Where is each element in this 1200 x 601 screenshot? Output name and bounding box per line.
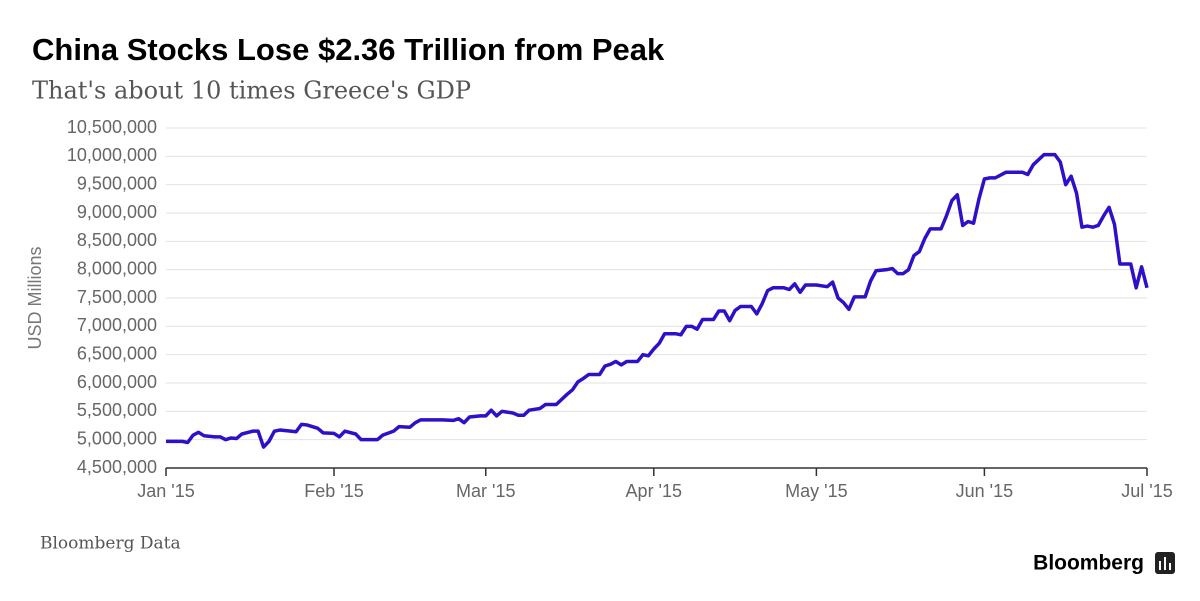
x-tick-label: Jun '15 [956, 481, 1013, 501]
y-tick-label: 6,500,000 [77, 343, 157, 363]
x-tick-label: Mar '15 [456, 481, 515, 501]
y-tick-label: 6,000,000 [77, 372, 157, 392]
x-tick-label: Apr '15 [626, 481, 682, 501]
source-note: Bloomberg Data [40, 534, 181, 554]
x-tick-label: Jan '15 [137, 481, 194, 501]
chart-title: China Stocks Lose $2.36 Trillion from Pe… [32, 32, 665, 67]
y-tick-label: 8,500,000 [77, 230, 157, 250]
y-tick-label: 5,000,000 [77, 428, 157, 448]
y-tick-label: 7,500,000 [77, 287, 157, 307]
y-tick-label: 10,000,000 [67, 145, 157, 165]
y-tick-label: 10,500,000 [67, 117, 157, 137]
y-tick-label: 5,500,000 [77, 400, 157, 420]
chart-subtitle: That's about 10 times Greece's GDP [32, 77, 471, 105]
brand-logo: Bloomberg [1033, 552, 1144, 575]
y-axis-label: USD Millions [25, 246, 45, 349]
y-tick-label: 9,500,000 [77, 173, 157, 193]
y-tick-label: 8,000,000 [77, 258, 157, 278]
y-tick-label: 7,000,000 [77, 315, 157, 335]
x-tick-label: May '15 [785, 481, 847, 501]
y-tick-label: 9,000,000 [77, 202, 157, 222]
x-tick-label: Feb '15 [304, 481, 363, 501]
y-tick-label: 4,500,000 [77, 457, 157, 477]
data-line [166, 152, 1149, 449]
brand-icon [1155, 552, 1175, 574]
x-tick-label: Jul '15 [1121, 481, 1172, 501]
